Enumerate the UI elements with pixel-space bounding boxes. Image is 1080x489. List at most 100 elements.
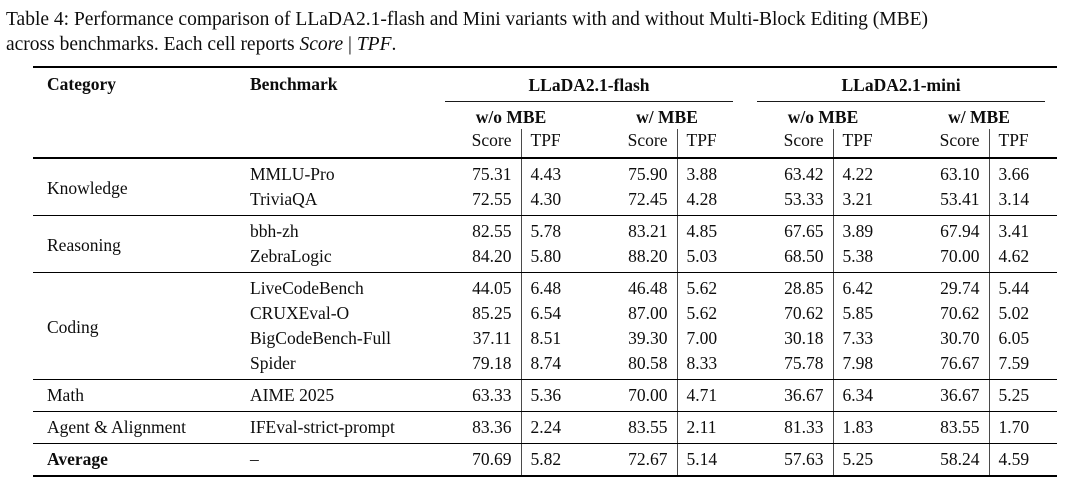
- benchmark-label: bbh-zh: [250, 221, 299, 241]
- tpf-value: 4.43: [520, 158, 589, 187]
- header-score: Score: [589, 129, 677, 159]
- tpf-value: 3.89: [832, 215, 901, 244]
- caption-pipe: |: [343, 34, 357, 55]
- tpf-value: 5.62: [676, 272, 745, 301]
- score-value: 70.00: [901, 244, 989, 273]
- tpf-value: 5.36: [520, 379, 589, 412]
- tpf-value: 6.54: [520, 301, 589, 326]
- table-caption: Table 4: Performance comparison of LLaDA…: [6, 7, 971, 57]
- score-value: 81.33: [745, 411, 833, 444]
- score-value: 67.65: [784, 221, 824, 241]
- score-value: 58.24: [901, 443, 989, 477]
- score-value: 28.85: [784, 278, 824, 298]
- table-row: BigCodeBench-Full 37.11 8.51 39.30 7.00 …: [33, 326, 1058, 351]
- tpf-value: 5.62: [676, 301, 745, 326]
- tpf-value: 5.14: [676, 443, 745, 477]
- tpf-value: 1.83: [832, 411, 901, 444]
- benchmark-label: TriviaQA: [243, 187, 433, 216]
- score-value: 37.11: [472, 328, 512, 348]
- tpf-value: 5.44: [988, 272, 1058, 301]
- score-value: 30.70: [940, 328, 980, 348]
- tpf-value: 4.59: [988, 443, 1058, 477]
- score-value: 53.33: [745, 187, 833, 216]
- caption-tpf-word: TPF: [356, 34, 392, 55]
- header-mini-w-mbe: w/ MBE: [948, 107, 1010, 127]
- tpf-value: 6.48: [520, 272, 589, 301]
- model-mini-label: LLaDA2.1-mini: [757, 73, 1046, 102]
- benchmark-label: MMLU-Pro: [250, 164, 335, 184]
- model-flash-label: LLaDA2.1-flash: [445, 73, 733, 102]
- score-value: 79.18: [433, 351, 521, 380]
- tpf-value: 5.03: [676, 244, 745, 273]
- score-value: 83.55: [589, 411, 677, 444]
- header-score: Score: [901, 129, 989, 159]
- tpf-value: 5.80: [520, 244, 589, 273]
- benchmark-label: BigCodeBench-Full: [250, 328, 391, 348]
- group-average: Average – 70.69 5.82 72.67 5.14 57.63 5.…: [33, 443, 1058, 477]
- tpf-value: 3.66: [988, 158, 1058, 187]
- group-knowledge: Knowledge MMLU-Pro 75.31 4.43 75.90 3.88…: [33, 158, 1058, 216]
- score-value: 70.69: [433, 443, 521, 477]
- score-value: 76.67: [901, 351, 989, 380]
- score-value: 29.74: [940, 278, 980, 298]
- tpf-value: 3.88: [676, 158, 745, 187]
- group-reasoning: Reasoning bbh-zh 82.55 5.78 83.21 4.85 6…: [33, 215, 1058, 273]
- score-value: 75.90: [628, 164, 668, 184]
- tpf-value: 7.98: [832, 351, 901, 380]
- group-coding: Coding LiveCodeBench 44.05 6.48 46.48 5.…: [33, 272, 1058, 380]
- tpf-value: 7.00: [676, 326, 745, 351]
- score-value: 30.18: [784, 328, 824, 348]
- tpf-value: 5.02: [988, 301, 1058, 326]
- tpf-value: 5.82: [520, 443, 589, 477]
- tpf-value: 8.51: [520, 326, 589, 351]
- score-value: 67.94: [940, 221, 980, 241]
- score-value: 72.67: [589, 443, 677, 477]
- score-value: 39.30: [628, 328, 668, 348]
- tpf-value: 2.11: [676, 411, 745, 444]
- tpf-value: 5.78: [520, 215, 589, 244]
- group-math: Math AIME 2025 63.33 5.36 70.00 4.71 36.…: [33, 379, 1058, 412]
- tpf-value: 4.28: [676, 187, 745, 216]
- benchmark-label: IFEval-strict-prompt: [243, 411, 433, 444]
- header-mini-wo-mbe: w/o MBE: [787, 107, 859, 127]
- header-tpf: TPF: [988, 129, 1058, 159]
- tpf-value: 5.25: [988, 379, 1058, 412]
- score-value: 75.31: [472, 164, 512, 184]
- score-value: 63.33: [433, 379, 521, 412]
- tpf-value: 6.34: [832, 379, 901, 412]
- header-row-conditions: w/o MBE w/ MBE w/o MBE w/ MBE: [33, 102, 1057, 129]
- group-agent-alignment: Agent & Alignment IFEval-strict-prompt 8…: [33, 411, 1058, 444]
- score-value: 70.00: [589, 379, 677, 412]
- score-value: 84.20: [433, 244, 521, 273]
- score-value: 44.05: [472, 278, 512, 298]
- tpf-value: 6.42: [832, 272, 901, 301]
- tpf-value: 3.14: [988, 187, 1058, 216]
- tpf-value: 4.30: [520, 187, 589, 216]
- tpf-value: 4.71: [676, 379, 745, 412]
- caption-period: .: [391, 34, 397, 55]
- header-flash-w-mbe: w/ MBE: [636, 107, 698, 127]
- table-row: ZebraLogic 84.20 5.80 88.20 5.03 68.50 5…: [33, 244, 1058, 273]
- tpf-value: 5.25: [832, 443, 901, 477]
- score-value: 87.00: [628, 303, 668, 323]
- table-row: Agent & Alignment IFEval-strict-prompt 8…: [33, 411, 1058, 444]
- tpf-value: 3.41: [988, 215, 1058, 244]
- category-label: Agent & Alignment: [33, 411, 243, 444]
- header-row-models: Category Benchmark LLaDA2.1-flash LLaDA2…: [33, 66, 1058, 159]
- score-value: 72.55: [433, 187, 521, 216]
- category-label: Math: [33, 379, 243, 412]
- tpf-value: 7.33: [832, 326, 901, 351]
- caption-score-word: Score: [299, 34, 344, 55]
- benchmark-table: Category Benchmark LLaDA2.1-flash LLaDA2…: [33, 66, 1058, 477]
- benchmark-label: Spider: [243, 351, 433, 380]
- score-value: 83.55: [901, 411, 989, 444]
- benchmark-label: LiveCodeBench: [250, 278, 364, 298]
- table-header: Category Benchmark LLaDA2.1-flash LLaDA2…: [33, 66, 1058, 159]
- score-value: 83.21: [628, 221, 668, 241]
- header-model-flash: LLaDA2.1-flash: [433, 66, 745, 102]
- table-row: Spider 79.18 8.74 80.58 8.33 75.78 7.98 …: [33, 351, 1058, 380]
- caption-text: Table 4: Performance comparison of LLaDA…: [6, 9, 928, 55]
- header-row-score-tpf: Score TPF Score TPF Score TPF Score TPF: [33, 129, 1058, 159]
- benchmark-label: –: [243, 443, 433, 477]
- score-value: 85.25: [472, 303, 512, 323]
